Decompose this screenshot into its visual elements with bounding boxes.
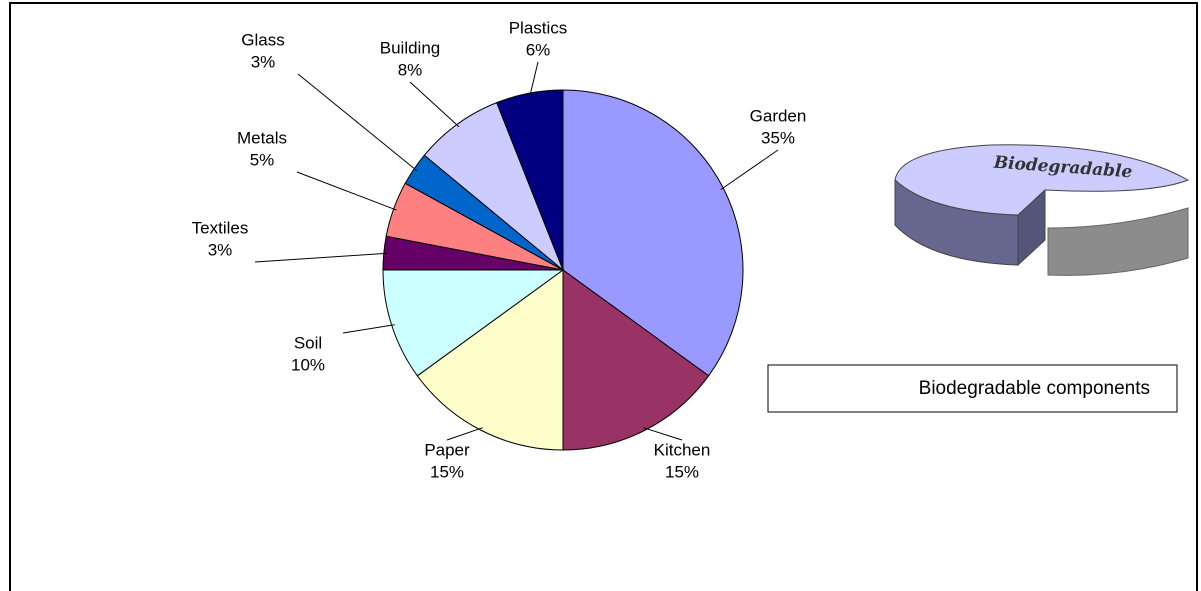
data-label-value: 3%	[208, 240, 233, 259]
data-label-value: 15%	[430, 462, 464, 481]
data-label-name: Building	[380, 38, 441, 57]
chart: Biodegradable Biodegradable components G…	[0, 0, 1201, 591]
data-label-value: 5%	[250, 150, 275, 169]
data-label-value: 6%	[526, 40, 551, 59]
data-label-value: 10%	[291, 355, 325, 374]
data-label-name: Metals	[237, 128, 287, 147]
data-label-name: Paper	[424, 440, 470, 459]
legend-text: Biodegradable components	[919, 378, 1150, 399]
data-label-name: Garden	[750, 106, 807, 125]
data-label-name: Soil	[294, 333, 322, 352]
data-label-value: 8%	[398, 60, 423, 79]
data-label-value: 3%	[251, 52, 276, 71]
data-label-value: 35%	[761, 128, 795, 147]
data-label-name: Plastics	[509, 18, 568, 37]
data-label-name: Textiles	[192, 218, 249, 237]
data-label-name: Glass	[241, 30, 284, 49]
data-label-name: Kitchen	[654, 440, 711, 459]
data-label-value: 15%	[665, 462, 699, 481]
